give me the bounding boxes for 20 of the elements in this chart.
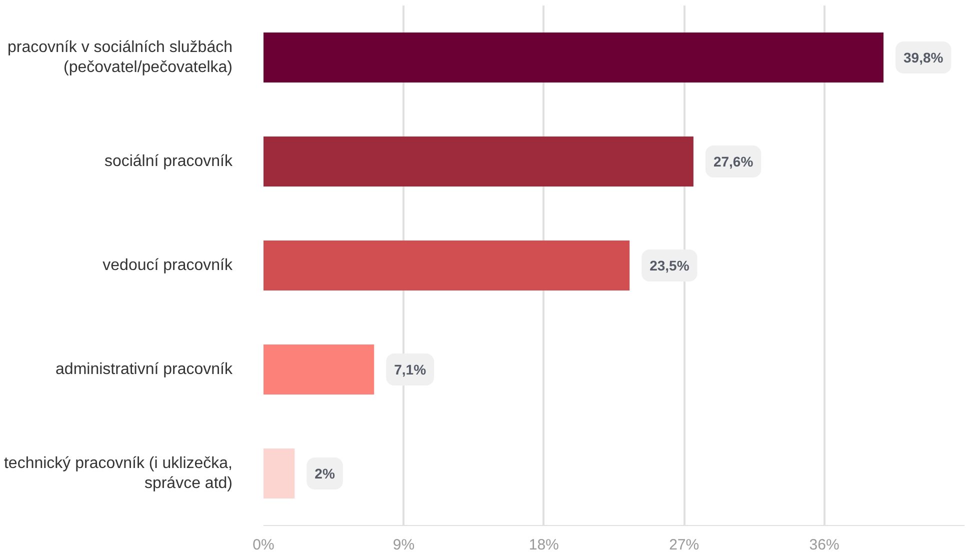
- bar: [264, 448, 295, 498]
- y-tick-label: vedoucí pracovník: [102, 257, 234, 274]
- x-tick-label: 36%: [809, 536, 840, 554]
- bar: [264, 136, 694, 186]
- y-tick-label: technický pracovník (i uklizečka, správce atd): [4, 454, 233, 492]
- data-label: 39,8%: [903, 50, 944, 66]
- data-label: 27,6%: [713, 154, 754, 170]
- bar: [264, 344, 374, 394]
- data-label: 23,5%: [650, 258, 690, 274]
- data-label: 7,1%: [394, 362, 427, 378]
- data-label: 2%: [314, 466, 336, 482]
- bar: [264, 240, 630, 290]
- x-tick-label: 9%: [392, 536, 415, 554]
- y-tick-label: pracovník v sociálních službách (pečovatel/pečovatelka): [8, 38, 232, 76]
- y-tick-label: sociální pracovník: [104, 153, 234, 170]
- y-tick-label: administrativní pracovník: [56, 361, 234, 378]
- x-tick-label: 0%: [252, 536, 274, 554]
- bar: [264, 32, 884, 82]
- x-tick-label: 27%: [669, 536, 700, 554]
- x-tick-label: 18%: [528, 536, 559, 554]
